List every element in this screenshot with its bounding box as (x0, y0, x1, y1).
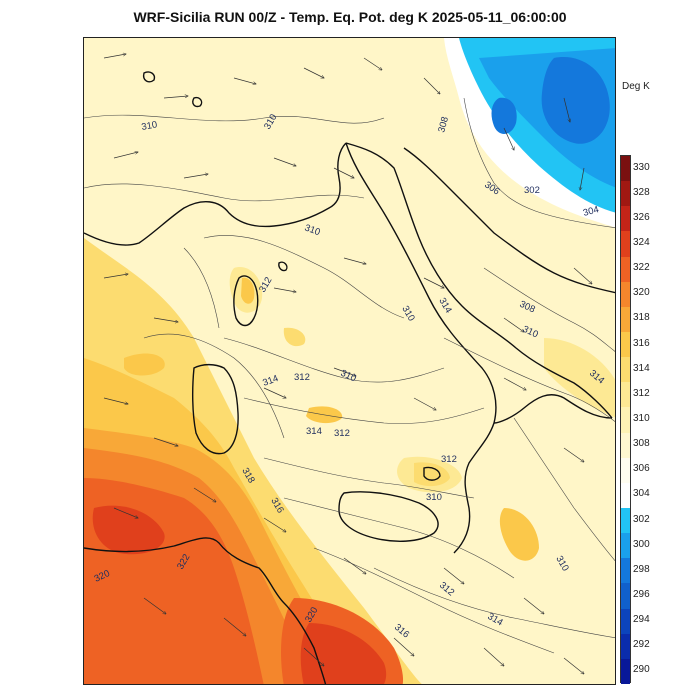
cold-region (444, 38, 615, 228)
colorbar-segment (621, 558, 630, 584)
colorbar-segment (621, 658, 630, 685)
colorbar-tick-label: 314 (633, 362, 650, 374)
colorbar-segment (621, 256, 630, 283)
colorbar-segment (621, 407, 630, 434)
colorbar-segment (621, 533, 630, 559)
colorbar-tick-label: 290 (633, 664, 650, 676)
map-panel: 310 310 308 306 302 304 310 312 310 314 … (83, 37, 616, 685)
colorbar-tick-label: 310 (633, 413, 650, 424)
colorbar-tick-label: 328 (633, 186, 650, 198)
temperature-field-map: 310 310 308 306 302 304 310 312 310 314 … (84, 38, 615, 684)
colorbar-segment (621, 231, 630, 258)
colorbar-tick-label: 316 (633, 337, 650, 349)
contour-label: 308 (436, 116, 451, 134)
colorbar-tick-label: 298 (633, 563, 650, 575)
colorbar-tick-label: 292 (633, 639, 650, 651)
contour-label: 314 (306, 426, 322, 437)
wind-vectors (103, 54, 592, 674)
colorbar-tick-label: 296 (633, 589, 650, 600)
colorbar-tick-label: 308 (633, 438, 650, 450)
chart-title: WRF-Sicilia RUN 00/Z - Temp. Eq. Pot. de… (133, 9, 567, 25)
contour-label: 312 (334, 428, 350, 439)
colorbar-segment (621, 432, 630, 459)
colorbar-tick-label: 330 (633, 161, 650, 173)
contour-label: 310 (141, 119, 159, 133)
colorbar-segment (621, 457, 630, 484)
colorbar-segment (621, 206, 630, 232)
colorbar-tick-label: 312 (633, 387, 650, 399)
colorbar-tick-label: 306 (633, 463, 650, 475)
colorbar-tick-label: 320 (633, 287, 650, 299)
contour-label: 310 (303, 222, 322, 238)
colorbar-segment (621, 608, 630, 635)
colorbar-tick-label: 300 (633, 538, 650, 550)
colorbar-tick-label: 326 (633, 211, 650, 223)
colorbar-segment (621, 508, 630, 534)
colorbar-tick-label: 294 (633, 614, 650, 626)
contour-label: 312 (441, 454, 457, 465)
colorbar-segment (621, 332, 630, 358)
contour-label: 314 (261, 373, 280, 389)
contour-label: 312 (294, 372, 310, 383)
colorbar-tick-label: 302 (633, 513, 650, 525)
contour-label: 304 (582, 204, 600, 219)
colorbar-segment (621, 306, 630, 333)
colorbar-segment (621, 181, 630, 207)
colorbar (620, 155, 631, 685)
contour-label: 302 (524, 185, 540, 196)
colorbar-tick-label: 324 (633, 237, 650, 248)
contour-label: 310 (426, 492, 442, 503)
warm-region (84, 238, 422, 684)
colorbar-tick-label: 322 (633, 262, 650, 274)
colorbar-segment (621, 357, 630, 383)
colorbar-segment (621, 482, 630, 509)
coastlines (84, 71, 615, 684)
colorbar-tick-label: 304 (633, 488, 650, 500)
legend-units: Deg K (622, 81, 650, 92)
colorbar-segment (621, 633, 630, 660)
colorbar-segment (621, 156, 630, 182)
colorbar-segment (621, 281, 630, 308)
colorbar-segment (621, 583, 630, 610)
colorbar-tick-label: 318 (633, 312, 650, 324)
colorbar-segment (621, 382, 630, 408)
